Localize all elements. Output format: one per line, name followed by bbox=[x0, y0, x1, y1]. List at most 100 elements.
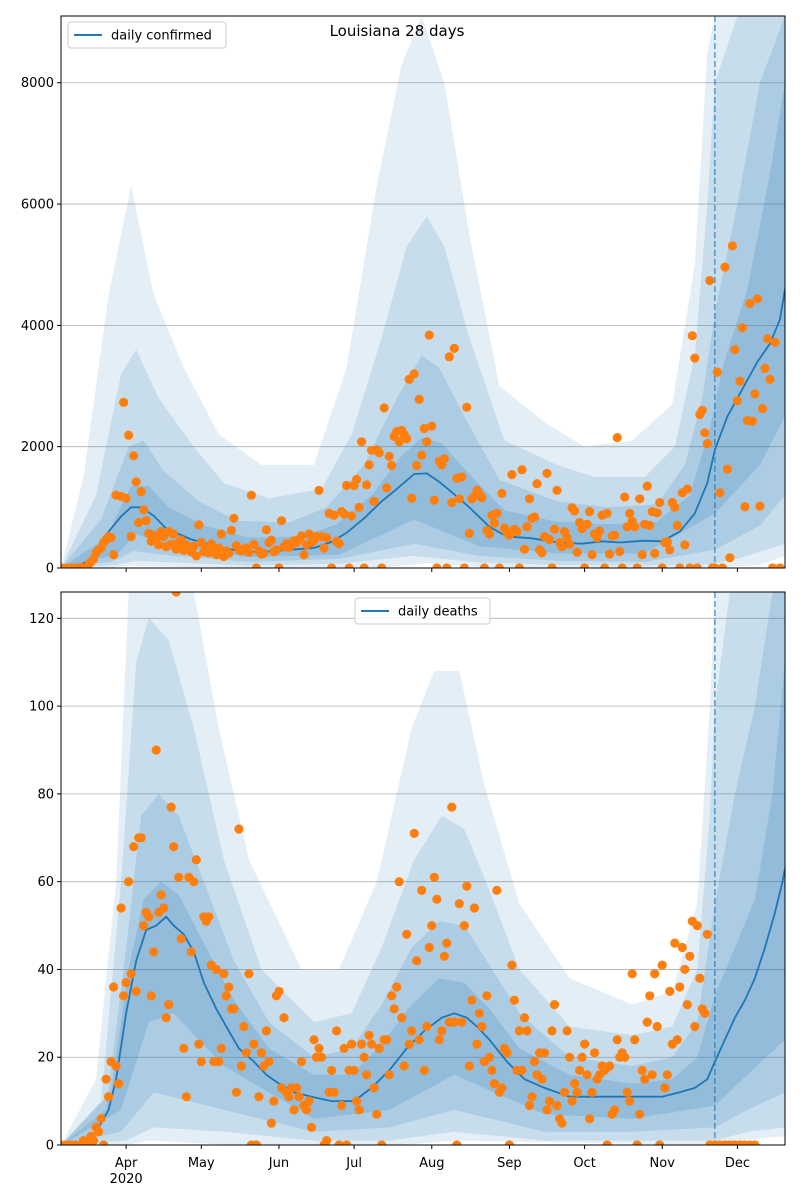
data-point bbox=[605, 1061, 615, 1071]
data-point bbox=[159, 903, 169, 913]
x-tick-label: Nov bbox=[650, 1156, 676, 1171]
data-point bbox=[657, 563, 667, 568]
data-point bbox=[580, 563, 590, 568]
legend: daily deaths bbox=[354, 597, 491, 625]
data-point bbox=[139, 505, 149, 515]
data-point bbox=[620, 492, 630, 502]
x-tick-label: Oct bbox=[573, 1156, 595, 1171]
data-point bbox=[94, 1127, 104, 1137]
data-point bbox=[507, 960, 517, 970]
data-point bbox=[712, 367, 723, 377]
data-point bbox=[745, 298, 755, 309]
data-point bbox=[479, 563, 489, 568]
data-point bbox=[537, 548, 547, 558]
data-point bbox=[524, 494, 535, 504]
data-point bbox=[251, 563, 261, 568]
data-point bbox=[101, 1074, 111, 1084]
data-point bbox=[126, 969, 136, 979]
data-point bbox=[645, 991, 655, 1001]
data-point bbox=[642, 481, 652, 491]
data-point bbox=[615, 547, 625, 557]
data-point bbox=[552, 485, 562, 495]
data-point bbox=[519, 1013, 530, 1023]
data-point bbox=[620, 1052, 630, 1062]
data-point bbox=[364, 1030, 374, 1040]
data-point bbox=[404, 1039, 414, 1049]
data-point bbox=[299, 550, 309, 560]
data-point bbox=[710, 563, 720, 568]
data-point bbox=[509, 995, 519, 1005]
data-point bbox=[264, 1057, 274, 1067]
y-tick-label: 0 bbox=[46, 562, 54, 577]
data-point bbox=[291, 1083, 302, 1093]
data-point bbox=[692, 921, 702, 931]
data-point bbox=[294, 1092, 304, 1102]
data-point bbox=[587, 1087, 597, 1097]
data-point bbox=[384, 451, 394, 461]
data-point bbox=[129, 842, 139, 852]
data-point bbox=[697, 405, 707, 415]
data-point bbox=[735, 376, 745, 386]
data-point bbox=[677, 942, 687, 953]
data-point bbox=[630, 1035, 640, 1045]
data-point bbox=[412, 460, 422, 471]
data-point bbox=[449, 343, 459, 353]
data-point bbox=[216, 1043, 226, 1053]
data-point bbox=[462, 881, 472, 891]
data-point bbox=[342, 480, 352, 491]
data-point bbox=[765, 374, 775, 384]
data-point bbox=[266, 535, 276, 545]
y-tick-label: 40 bbox=[37, 963, 54, 978]
data-point bbox=[191, 551, 201, 561]
data-point bbox=[342, 1140, 352, 1145]
data-point bbox=[635, 494, 645, 504]
data-point bbox=[224, 548, 234, 559]
y-tick-label: 0 bbox=[46, 1139, 54, 1154]
data-point bbox=[637, 1065, 647, 1075]
data-point bbox=[179, 1043, 189, 1053]
data-point bbox=[670, 938, 680, 948]
data-point bbox=[447, 497, 457, 508]
data-point bbox=[246, 490, 256, 500]
data-point bbox=[672, 1035, 682, 1045]
data-point bbox=[775, 563, 785, 568]
data-point bbox=[434, 1035, 444, 1045]
data-point bbox=[507, 470, 517, 480]
data-point bbox=[427, 421, 437, 431]
data-point bbox=[542, 1105, 552, 1115]
data-point bbox=[600, 563, 610, 568]
data-point bbox=[770, 337, 780, 347]
y-tick-label: 80 bbox=[37, 787, 54, 802]
data-point bbox=[279, 1013, 289, 1023]
data-point bbox=[124, 430, 134, 440]
data-point bbox=[572, 1087, 582, 1097]
data-point bbox=[402, 929, 412, 939]
series-line bbox=[61, 288, 785, 568]
data-point bbox=[407, 1026, 417, 1036]
data-point bbox=[364, 460, 374, 470]
data-point bbox=[519, 544, 530, 554]
data-point bbox=[537, 1074, 547, 1084]
data-point bbox=[559, 1087, 570, 1097]
x-tick-label: Jul bbox=[345, 1156, 362, 1171]
data-point bbox=[512, 527, 522, 537]
data-point bbox=[625, 508, 635, 518]
data-point bbox=[760, 363, 770, 373]
data-point bbox=[189, 877, 199, 887]
data-point bbox=[549, 524, 560, 534]
data-point bbox=[109, 982, 119, 992]
data-point bbox=[660, 1083, 670, 1093]
data-point bbox=[447, 802, 457, 812]
axes-frame bbox=[60, 591, 786, 1146]
data-point bbox=[695, 973, 705, 983]
data-point bbox=[377, 1140, 387, 1145]
data-point bbox=[141, 516, 151, 526]
data-point bbox=[131, 986, 141, 997]
data-point bbox=[327, 1065, 337, 1075]
data-point bbox=[296, 531, 307, 541]
data-point bbox=[477, 1021, 487, 1032]
data-point bbox=[424, 330, 434, 340]
data-point bbox=[129, 451, 139, 461]
data-point bbox=[762, 334, 773, 344]
